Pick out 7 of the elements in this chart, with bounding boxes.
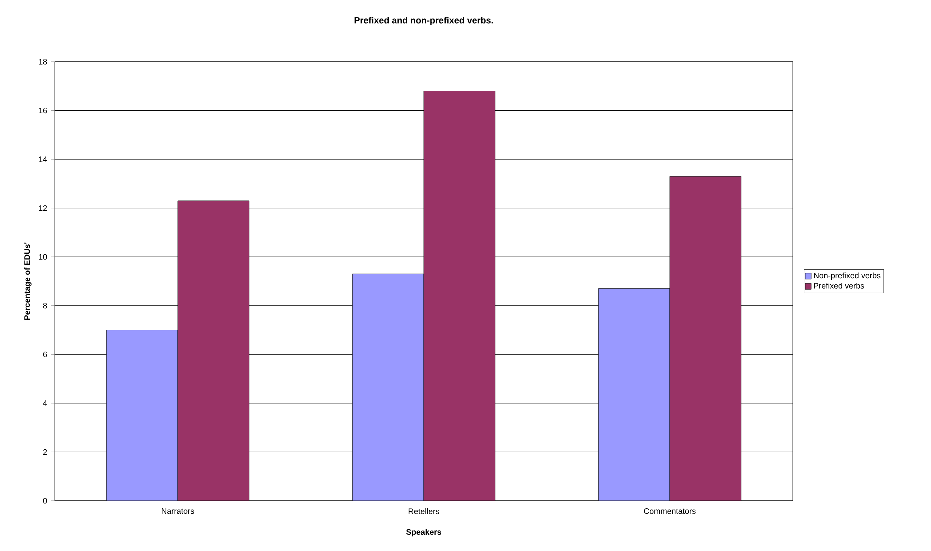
chart-title: Prefixed and non-prefixed verbs.: [354, 17, 494, 26]
bar: [670, 176, 742, 501]
bar: [106, 330, 178, 501]
bar: [424, 91, 496, 501]
bar: [352, 274, 424, 501]
bar: [598, 288, 670, 501]
bar: [178, 200, 250, 501]
